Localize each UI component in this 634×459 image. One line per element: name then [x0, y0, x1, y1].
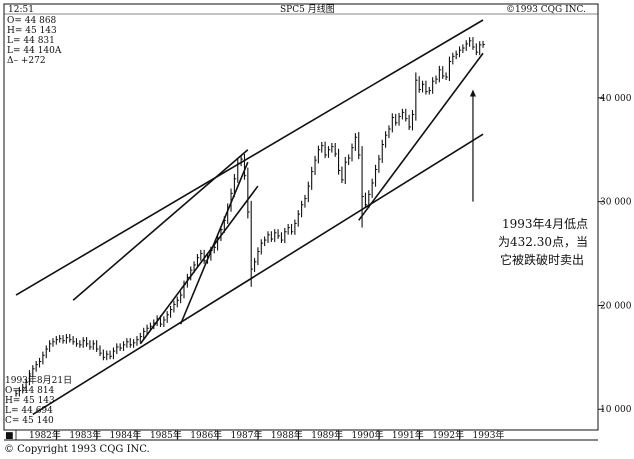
x-tick-label: 1988年	[271, 429, 303, 441]
x-tick-label: 1990年	[352, 429, 384, 441]
trendline	[179, 161, 249, 325]
trendline	[15, 19, 484, 296]
bottom-low: L= 44 694	[5, 406, 53, 416]
quote-change: Δ– +272	[7, 56, 46, 66]
quote-box-bottom: 1993年8月21日 O= 44 814 H= 45 143 L= 44 694…	[5, 374, 72, 426]
bottom-open: O= 44 814	[5, 386, 55, 396]
x-tick-label: 1985年	[150, 429, 182, 441]
bottom-high: H= 45 143	[5, 396, 55, 406]
y-tick-label: 40 000	[600, 94, 632, 104]
x-tick-label: 1983年	[69, 429, 101, 441]
bottom-close: C= 45 140	[5, 416, 54, 426]
trendline	[32, 133, 484, 416]
x-tick-label: 1982年	[29, 429, 61, 441]
annotation-arrow	[469, 89, 476, 202]
quote-open: O= 44 868	[7, 16, 57, 26]
arrow-head	[469, 89, 476, 97]
x-tick-label: 1986年	[190, 429, 222, 441]
x-tick-label: 1989年	[311, 429, 343, 441]
annotation-line-1: 1993年4月低点	[502, 217, 588, 231]
trendline	[358, 52, 484, 221]
trendline	[72, 149, 249, 301]
footer-copyright: © Copyright 1993 CQG INC.	[4, 444, 150, 455]
x-axis: 1982年 1983年 1984年 1985年 1986年 1987年 1988年 1989年…	[15, 429, 505, 441]
y-axis: 10 000 20 000 30 000 40 000	[598, 94, 632, 415]
footer-marker: ■	[5, 431, 14, 441]
bottom-date: 1993年8月21日	[5, 374, 72, 386]
x-tick-label: 1993年	[473, 429, 505, 441]
x-tick-label: 1992年	[432, 429, 464, 441]
quote-low: L= 44 831	[7, 36, 55, 46]
annotation-text: 1993年4月低点 为432.30点，当 它被跌破时卖出	[498, 217, 588, 267]
annotation-line-3: 它被跌破时卖出	[500, 252, 584, 267]
header-time: 12:51	[8, 5, 34, 15]
x-tick-label: 1987年	[231, 429, 263, 441]
y-tick-label: 30 000	[600, 198, 632, 208]
trendline	[139, 185, 259, 345]
header-copyright: ©1993 CQG INC.	[506, 5, 586, 15]
y-tick-label: 20 000	[600, 301, 632, 311]
quote-box-top: O= 44 868 H= 45 143 L= 44 831 L= 44 140A…	[7, 16, 62, 66]
annotation-line-2: 为432.30点，当	[498, 235, 588, 249]
trendlines	[15, 19, 484, 416]
y-tick-label: 10 000	[600, 405, 632, 415]
chart-title: SPC5 月线图	[280, 3, 335, 15]
price-bars	[15, 37, 485, 397]
quote-high: H= 45 143	[7, 26, 57, 36]
x-tick-label: 1991年	[392, 429, 424, 441]
x-tick-label: 1984年	[110, 429, 142, 441]
quote-last: L= 44 140A	[7, 46, 62, 56]
